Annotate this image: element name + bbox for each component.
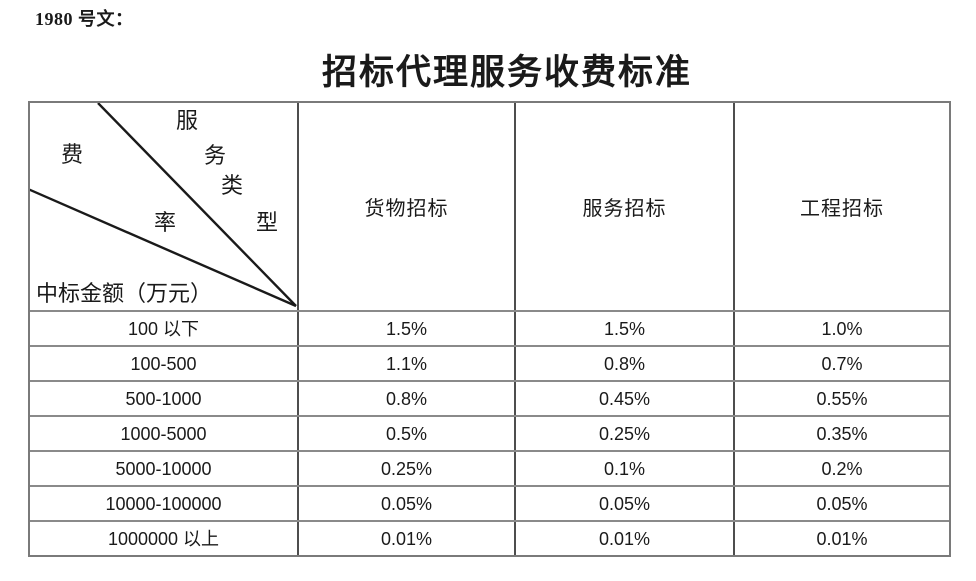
rate-value: 0.8% — [516, 347, 735, 380]
rate-value: 0.25% — [516, 417, 735, 450]
rate-char: 率 — [154, 210, 177, 235]
table-row: 1000000 以上 0.01% 0.01% 0.01% — [30, 520, 949, 555]
fee-table-body: 100 以下 1.5% 1.5% 1.0% 100-500 1.1% 0.8% 0.7% 500… — [30, 310, 949, 555]
table-row: 500-1000 0.8% 0.45% 0.55% — [30, 380, 949, 415]
rate-value: 0.35% — [816, 423, 868, 444]
row-amount-range: 500-1000 — [30, 382, 299, 415]
rate-value: 0.45% — [516, 382, 735, 415]
row-amount-range: 100 以下 — [30, 312, 299, 345]
service-type-char: 类 — [221, 173, 244, 198]
diagonal-header-cell: 服 务 类 型 费 率 中标金额（万元） — [30, 103, 299, 310]
service-type-char: 务 — [204, 143, 227, 168]
table-header-row: 服 务 类 型 费 率 中标金额（万元） 货物招标 服务招标 工程招标 — [30, 103, 949, 310]
rate-value: 0.1% — [516, 452, 735, 485]
table-row: 5000-10000 0.25% 0.1% 0.2% — [30, 450, 949, 485]
table-row: 10000-100000 0.05% 0.05% 0.05% — [30, 485, 949, 520]
page-title: 招标代理服务收费标准 — [321, 53, 692, 92]
row-amount-range: 1000000 以上 — [30, 522, 299, 555]
rate-value: 0.7% — [821, 353, 863, 374]
rate-value: 0.5% — [299, 417, 516, 450]
rate-value: 1.1% — [299, 347, 516, 380]
rate-value: 0.2% — [821, 458, 863, 479]
table-row: 1000-5000 0.5% 0.25% 0.35% — [30, 415, 949, 450]
rate-value: 0.05% — [299, 487, 516, 520]
amount-axis-label: 中标金额（万元） — [36, 281, 213, 306]
rate-value: 0.25% — [299, 452, 516, 485]
row-amount-range: 10000-100000 — [30, 487, 299, 520]
table-row: 100 以下 1.5% 1.5% 1.0% — [30, 310, 949, 345]
column-header-goods-bidding: 货物招标 — [299, 103, 516, 310]
rate-char: 费 — [61, 142, 84, 167]
row-amount-range: 5000-10000 — [30, 452, 299, 485]
rate-value: 1.0% — [821, 318, 863, 339]
rate-value: 0.05% — [516, 487, 735, 520]
fee-table: 服 务 类 型 费 率 中标金额（万元） 货物招标 服务招标 工程招标 100 … — [28, 101, 951, 557]
service-type-char: 型 — [256, 210, 279, 235]
rate-value: 1.5% — [299, 312, 516, 345]
row-amount-range: 1000-5000 — [30, 417, 299, 450]
rate-value: 1.5% — [516, 312, 735, 345]
service-type-char: 服 — [176, 108, 199, 133]
column-header-works-bidding: 工程招标 — [800, 198, 884, 220]
rate-value: 0.01% — [516, 522, 735, 555]
row-amount-range: 100-500 — [30, 347, 299, 380]
rate-value: 0.01% — [816, 528, 868, 549]
diagonal-lines — [30, 103, 297, 308]
table-row: 100-500 1.1% 0.8% 0.7% — [30, 345, 949, 380]
rate-value: 0.55% — [816, 388, 868, 409]
rate-value: 0.01% — [299, 522, 516, 555]
rate-value: 0.05% — [816, 493, 868, 514]
column-header-services-bidding: 服务招标 — [516, 103, 735, 310]
doc-ref-label: 1980 号文： — [35, 9, 134, 29]
rate-value: 0.8% — [299, 382, 516, 415]
